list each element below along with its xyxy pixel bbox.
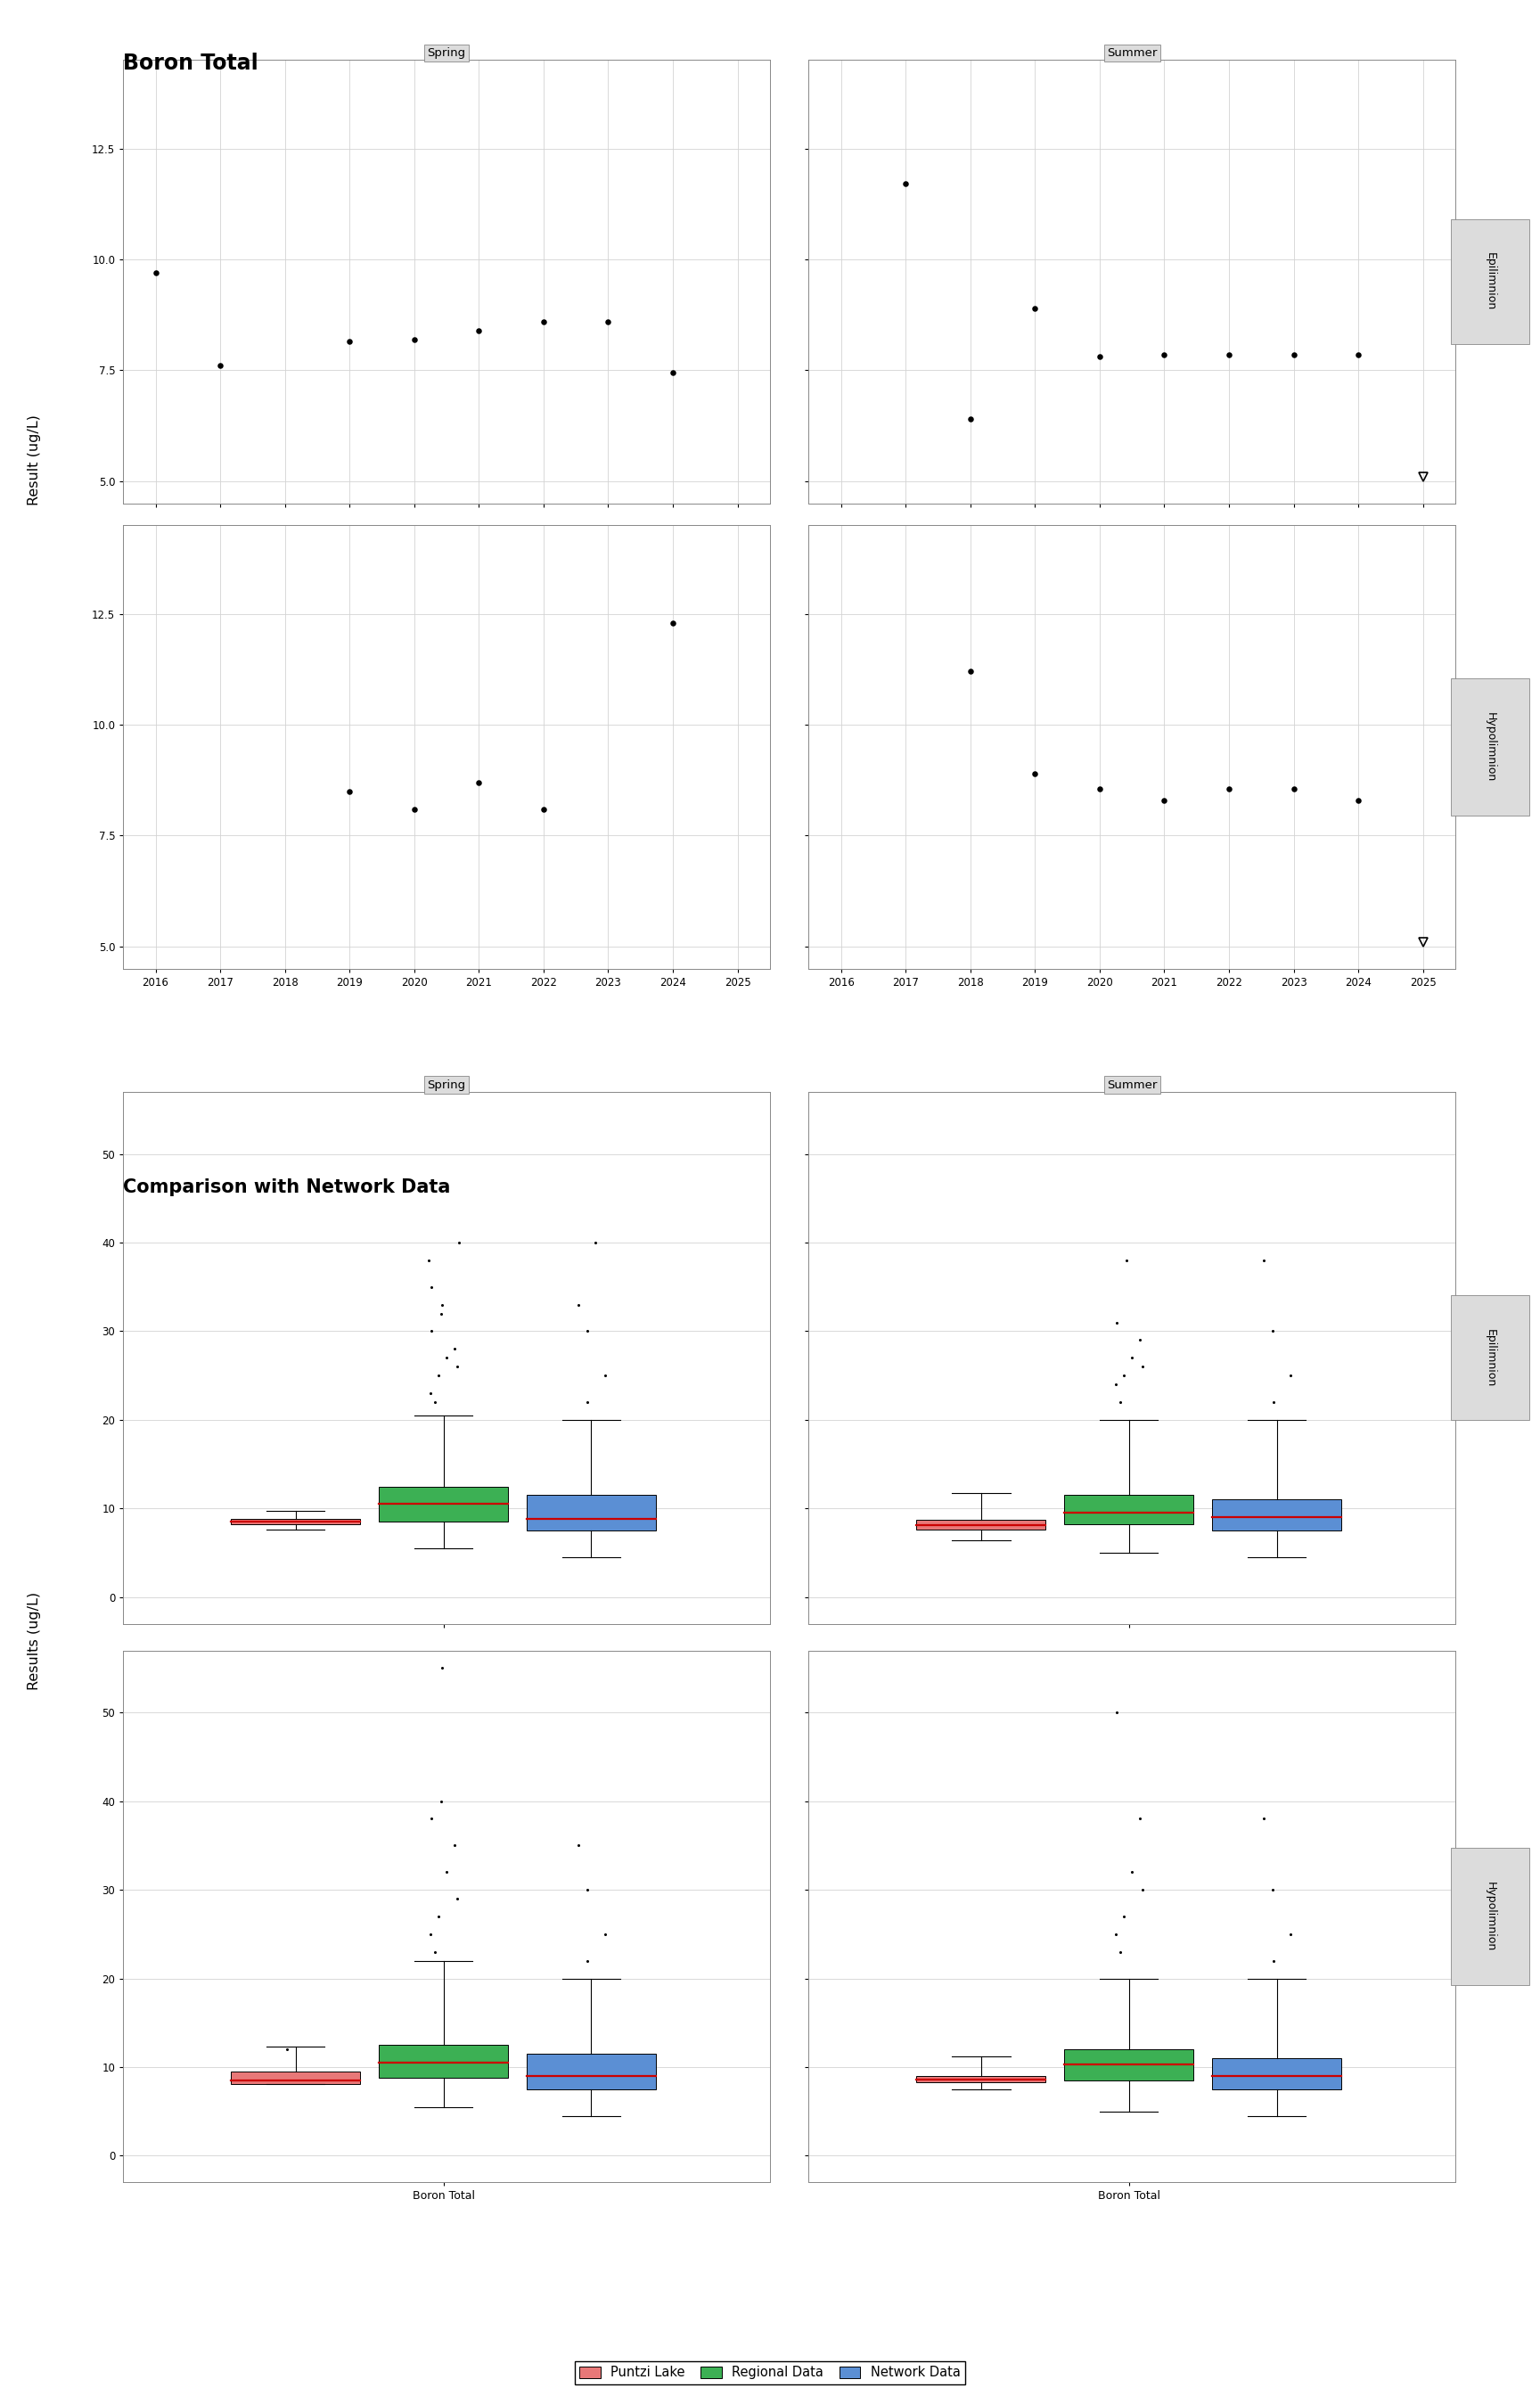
Bar (916, 1519, 1046, 1529)
Bar (231, 2073, 360, 2085)
Bar (231, 1519, 360, 1524)
Point (337, 321, 362, 359)
Point (208, 347, 233, 386)
Bar (527, 2053, 656, 2089)
Point (661, 604, 685, 642)
Point (1346, 335, 1371, 374)
Point (1217, 335, 1241, 374)
Bar (527, 1495, 656, 1531)
Point (596, 302, 621, 340)
Bar (379, 1486, 508, 1521)
Text: Hypolimnion: Hypolimnion (1485, 712, 1495, 781)
Text: Result (ug/L): Result (ug/L) (28, 415, 40, 506)
Text: Epilimnion: Epilimnion (1485, 252, 1495, 311)
Point (893, 165, 918, 204)
Point (531, 791, 556, 829)
Title: Summer: Summer (1107, 48, 1157, 60)
Bar (379, 2044, 508, 2077)
Point (1152, 781, 1177, 819)
Point (1087, 338, 1112, 376)
Bar (1064, 1495, 1194, 1524)
Point (1281, 769, 1306, 807)
Point (661, 352, 685, 391)
Bar (1212, 1500, 1341, 1531)
Point (467, 311, 491, 350)
Point (1087, 769, 1112, 807)
Text: Results (ug/L): Results (ug/L) (28, 1593, 40, 1689)
Point (1023, 755, 1047, 793)
Point (1152, 335, 1177, 374)
Bar (1212, 2058, 1341, 2089)
Bar (916, 2075, 1046, 2082)
Point (143, 254, 168, 292)
Point (402, 321, 427, 359)
Text: Epilimnion: Epilimnion (1485, 1330, 1495, 1387)
Bar (1064, 2049, 1194, 2080)
Text: Comparison with Network Data: Comparison with Network Data (123, 1179, 451, 1196)
Point (467, 764, 491, 803)
Legend: Puntzi Lake, Regional Data, Network Data: Puntzi Lake, Regional Data, Network Data (574, 2360, 966, 2384)
Title: Summer: Summer (1107, 1078, 1157, 1090)
Point (337, 772, 362, 810)
Point (402, 791, 427, 829)
Text: Boron Total: Boron Total (123, 53, 259, 74)
Point (1023, 290, 1047, 328)
Point (531, 302, 556, 340)
Point (1217, 769, 1241, 807)
Title: Spring: Spring (427, 1078, 465, 1090)
Point (958, 400, 983, 438)
Point (1346, 781, 1371, 819)
Text: Hypolimnion: Hypolimnion (1485, 1881, 1495, 1950)
Title: Spring: Spring (427, 48, 465, 60)
Point (1281, 335, 1306, 374)
Point (958, 652, 983, 690)
